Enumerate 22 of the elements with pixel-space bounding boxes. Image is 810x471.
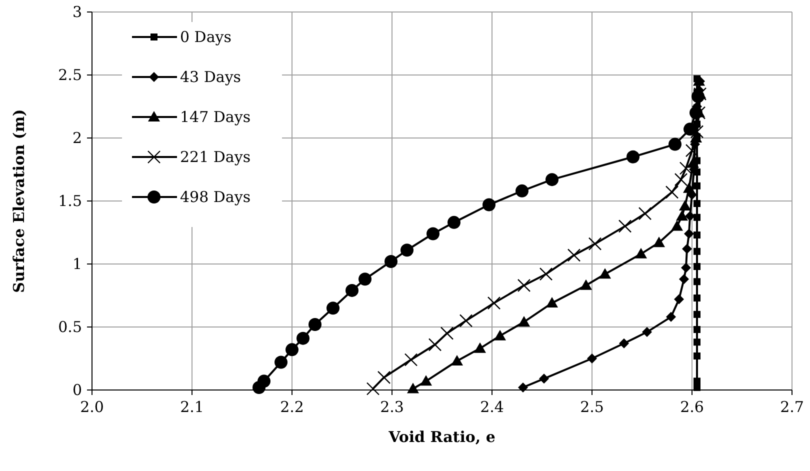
y-tick-label: 3 xyxy=(72,3,82,21)
x-tick-label: 2.2 xyxy=(280,398,304,416)
y-tick-label: 0.5 xyxy=(58,318,82,336)
x-tick-label: 2.4 xyxy=(480,398,504,416)
y-tick-label: 1.5 xyxy=(58,192,82,210)
x-tick-label: 2.0 xyxy=(80,398,104,416)
x-tick-label: 2.3 xyxy=(380,398,404,416)
legend-label: 0 Days xyxy=(180,28,232,46)
legend-label: 147 Days xyxy=(180,108,251,126)
x-tick-label: 2.7 xyxy=(780,398,804,416)
x-tick-label: 2.5 xyxy=(580,398,604,416)
x-axis-title: Void Ratio, e xyxy=(388,428,496,446)
legend-label: 43 Days xyxy=(180,68,241,86)
x-tick-label: 2.1 xyxy=(180,398,204,416)
y-tick-label: 2.5 xyxy=(58,66,82,84)
y-axis-title: Surface Elevation (m) xyxy=(10,109,28,293)
x-tick-label: 2.6 xyxy=(680,398,704,416)
legend-label: 498 Days xyxy=(180,188,251,206)
y-tick-label: 2 xyxy=(72,129,82,147)
legend-label: 221 Days xyxy=(180,148,251,166)
y-tick-label: 0 xyxy=(72,381,82,399)
y-tick-label: 1 xyxy=(72,255,82,273)
